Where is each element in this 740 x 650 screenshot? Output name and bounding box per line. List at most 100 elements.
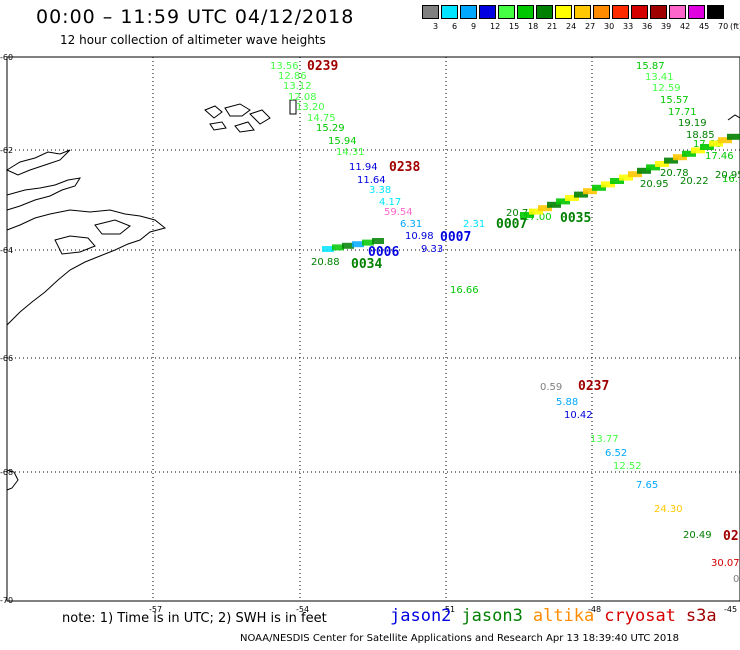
pass-time-label: 0237	[578, 379, 609, 394]
wave-height-value: 15.94	[328, 136, 357, 147]
legend-swatch	[555, 5, 572, 19]
pass-time-label: 0238	[389, 160, 420, 175]
satellite-name: jason3	[461, 606, 523, 626]
axis-labels: -57 -54 -51 -48 -45 -60 -62 -64 -66 -68 -70	[0, 53, 737, 614]
wave-height-value: 11.64	[357, 175, 386, 186]
lon-tick-label: -48	[588, 605, 601, 614]
wave-height-value: 11.94	[349, 162, 378, 173]
track-marker	[547, 201, 561, 208]
legend-label: 27	[585, 22, 596, 31]
map-title: 00:00 – 11:59 UTC 04/12/2018	[36, 6, 355, 28]
legend-swatch	[498, 5, 515, 19]
track-marker	[646, 164, 660, 171]
legend-label: 36	[642, 22, 653, 31]
track-marker	[372, 238, 384, 244]
track-marker	[565, 195, 579, 201]
track-marker	[700, 144, 714, 150]
wave-height-value: 20.88	[311, 257, 340, 268]
wave-height-value: 19.19	[678, 118, 707, 129]
track-marker	[637, 167, 651, 174]
footer-credit: NOAA/NESDIS Center for Satellite Applica…	[240, 633, 679, 644]
legend-swatch	[441, 5, 458, 19]
legend-swatch	[612, 5, 629, 19]
legend-swatch	[631, 5, 648, 19]
track-marker	[574, 191, 588, 198]
track-marker	[583, 188, 597, 195]
wave-height-value: 30.07	[711, 558, 740, 569]
track-marker	[601, 181, 615, 188]
legend-swatch	[479, 5, 496, 19]
wave-height-value: 12.86	[278, 71, 307, 82]
wave-height-value: 15.57	[660, 95, 689, 106]
map-frame	[6, 56, 740, 602]
satellite-name: cryosat	[604, 606, 676, 626]
wave-height-value: 7.65	[636, 480, 658, 491]
legend-swatch	[460, 5, 477, 19]
wave-height-value: 3.38	[369, 185, 391, 196]
pass-time-label: 0034	[351, 257, 382, 272]
legend-label: 33	[623, 22, 634, 31]
wave-height-value: 20.95	[715, 170, 740, 181]
wave-height-value: 10.98	[405, 231, 434, 242]
legend-swatch	[517, 5, 534, 19]
wave-height-value: 18.85	[686, 130, 715, 141]
wave-height-value: 15.87	[636, 61, 665, 72]
legend-label: 18	[528, 22, 539, 31]
wave-height-value: 59.54	[384, 207, 413, 218]
track-marker	[342, 242, 354, 249]
wave-height-value: 20.49	[683, 530, 712, 541]
legend-swatch	[707, 5, 724, 19]
legend-label: 30	[604, 22, 615, 31]
legend-swatch	[593, 5, 610, 19]
pass-time-label: 0239	[307, 59, 338, 74]
track-marker	[664, 157, 678, 164]
legend-swatch	[536, 5, 553, 19]
legend-unit: (ft)	[730, 22, 740, 31]
wave-height-value: 17.00	[523, 212, 552, 223]
legend-label: 12	[490, 22, 501, 31]
track-marker	[682, 150, 696, 157]
legend-label: 15	[509, 22, 520, 31]
map-subtitle: 12 hour collection of altimeter wave hei…	[60, 33, 326, 47]
track-marker	[628, 171, 642, 178]
wave-height-value: 12.08	[288, 92, 317, 103]
legend-swatch	[574, 5, 591, 19]
legend-label: 3	[433, 22, 439, 31]
lon-tick-label: -54	[296, 605, 309, 614]
legend-label: 45	[699, 22, 710, 31]
wave-height-value: 17.71	[668, 107, 697, 118]
wave-height-value: 9.33	[421, 244, 443, 255]
wave-height-value: 14.31	[336, 147, 365, 158]
track-marker	[332, 244, 344, 251]
satellite-name: altika	[532, 606, 595, 626]
wave-height-value: 2.31	[463, 219, 485, 230]
legend-label: 21	[547, 22, 558, 31]
wave-height-value: 10.42	[564, 410, 593, 421]
wave-height-value: 16.	[722, 174, 738, 185]
wave-height-value: 20.78	[660, 168, 689, 179]
legend-swatch	[650, 5, 667, 19]
track-marker	[520, 212, 534, 218]
wave-height-value: 16.66	[450, 285, 479, 296]
pass-time-label: 0006	[368, 245, 399, 260]
pass-time-label: 02	[723, 529, 739, 544]
wave-height-value: 4.17	[379, 197, 401, 208]
track-marker	[619, 174, 633, 181]
lat-tick-label: -68	[0, 468, 13, 477]
wave-height-value: 5.88	[556, 397, 578, 408]
wave-height-value: 6.52	[605, 448, 627, 459]
lat-tick-label: -66	[0, 354, 13, 363]
satellite-name: jason2	[390, 606, 452, 626]
wave-height-value: 0.59	[540, 382, 562, 393]
lat-tick-label: -64	[0, 246, 13, 255]
legend-label: 24	[566, 22, 577, 31]
track-marker	[556, 198, 570, 205]
lat-tick-label: -60	[0, 53, 13, 62]
track-marker	[529, 208, 543, 215]
units-note: note: 1) Time is in UTC; 2) SWH is in fe…	[62, 611, 327, 626]
pass-time-label: 0007	[496, 217, 527, 232]
wave-height-value: 13.77	[590, 434, 619, 445]
